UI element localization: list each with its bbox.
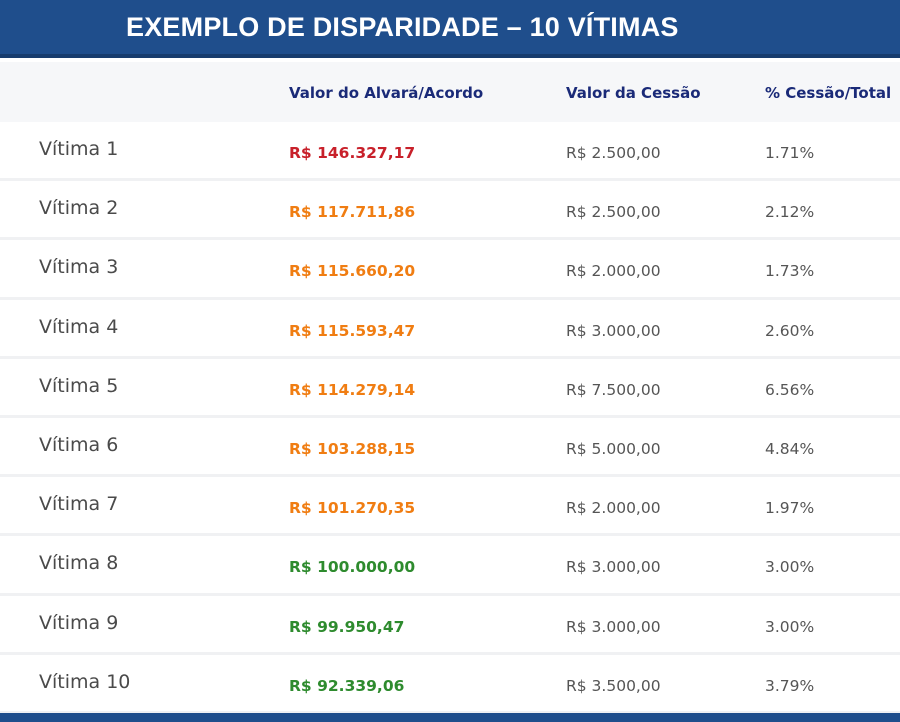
alvara-value: R$ 114.279,14 bbox=[289, 380, 416, 399]
victim-name: Vítima 4 bbox=[39, 315, 119, 338]
cessao-value: R$ 2.000,00 bbox=[566, 262, 661, 281]
percentage-value: 3.00% bbox=[765, 617, 815, 636]
table-row: Vítima 10 R$ 92.339,06 R$ 3.500,00 3.79% bbox=[0, 654, 900, 714]
victim-name: Vítima 6 bbox=[39, 433, 119, 456]
cessao-value: R$ 5.000,00 bbox=[566, 439, 661, 458]
table-row: Vítima 5 R$ 114.279,14 R$ 7.500,00 6.56% bbox=[0, 358, 900, 418]
table-row: Vítima 8 R$ 100.000,00 R$ 3.000,00 3.00% bbox=[0, 536, 900, 596]
cessao-value: R$ 7.500,00 bbox=[566, 380, 661, 399]
bottom-bar bbox=[0, 713, 900, 722]
cessao-value: R$ 2.000,00 bbox=[566, 499, 661, 518]
table-row: Vítima 3 R$ 115.660,20 R$ 2.000,00 1.73% bbox=[0, 240, 900, 300]
table-row: Vítima 4 R$ 115.593,47 R$ 3.000,00 2.60% bbox=[0, 299, 900, 359]
cessao-value: R$ 2.500,00 bbox=[566, 144, 661, 162]
percentage-value: 6.56% bbox=[765, 380, 815, 399]
page-title: EXEMPLO DE DISPARIDADE – 10 VÍTIMAS bbox=[126, 12, 679, 42]
cessao-value: R$ 3.000,00 bbox=[566, 321, 661, 340]
title-bar: EXEMPLO DE DISPARIDADE – 10 VÍTIMAS bbox=[0, 0, 900, 58]
column-header-cessao: Valor da Cessão bbox=[566, 84, 701, 102]
percentage-value: 4.84% bbox=[765, 439, 815, 458]
percentage-value: 3.79% bbox=[765, 676, 815, 695]
percentage-value: 2.12% bbox=[765, 203, 815, 222]
victim-name: Vítima 1 bbox=[39, 138, 119, 160]
victim-name: Vítima 9 bbox=[39, 611, 119, 634]
alvara-value: R$ 115.593,47 bbox=[289, 321, 416, 340]
table-header: Valor do Alvará/Acordo Valor da Cessão %… bbox=[0, 62, 900, 122]
alvara-value: R$ 92.339,06 bbox=[289, 676, 405, 695]
percentage-value: 1.97% bbox=[765, 499, 815, 518]
percentage-value: 3.00% bbox=[765, 558, 815, 577]
cessao-value: R$ 3.500,00 bbox=[566, 676, 661, 695]
alvara-value: R$ 99.950,47 bbox=[289, 617, 405, 636]
table-row: Vítima 7 R$ 101.270,35 R$ 2.000,00 1.97% bbox=[0, 477, 900, 537]
victim-name: Vítima 10 bbox=[39, 670, 131, 693]
victim-name: Vítima 5 bbox=[39, 374, 119, 397]
victim-name: Vítima 2 bbox=[39, 197, 119, 220]
alvara-value: R$ 103.288,15 bbox=[289, 439, 416, 458]
alvara-value: R$ 117.711,86 bbox=[289, 203, 416, 222]
victim-name: Vítima 3 bbox=[39, 256, 119, 279]
alvara-value: R$ 146.327,17 bbox=[289, 144, 416, 162]
column-header-alvara: Valor do Alvará/Acordo bbox=[289, 84, 484, 102]
cessao-value: R$ 3.000,00 bbox=[566, 558, 661, 577]
alvara-value: R$ 101.270,35 bbox=[289, 499, 416, 518]
cessao-value: R$ 2.500,00 bbox=[566, 203, 661, 222]
alvara-value: R$ 100.000,00 bbox=[289, 558, 416, 577]
table-row: Vítima 6 R$ 103.288,15 R$ 5.000,00 4.84% bbox=[0, 417, 900, 478]
percentage-value: 2.60% bbox=[765, 321, 815, 340]
table-row: Vítima 1 R$ 146.327,17 R$ 2.500,00 1.71% bbox=[0, 122, 900, 182]
percentage-value: 1.73% bbox=[765, 262, 815, 281]
table-row: Vítima 2 R$ 117.711,86 R$ 2.500,00 2.12% bbox=[0, 181, 900, 241]
alvara-value: R$ 115.660,20 bbox=[289, 262, 416, 281]
column-header-percentage: % Cessão/Total bbox=[765, 84, 892, 102]
percentage-value: 1.71% bbox=[765, 144, 815, 162]
victim-name: Vítima 8 bbox=[39, 552, 119, 575]
table-body: Vítima 1 R$ 146.327,17 R$ 2.500,00 1.71%… bbox=[0, 122, 900, 714]
victim-name: Vítima 7 bbox=[39, 493, 119, 516]
table-row: Vítima 9 R$ 99.950,47 R$ 3.000,00 3.00% bbox=[0, 595, 900, 655]
cessao-value: R$ 3.000,00 bbox=[566, 617, 661, 636]
